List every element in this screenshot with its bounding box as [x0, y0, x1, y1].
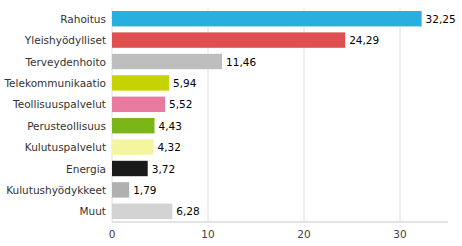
value-label: 1,79	[133, 184, 156, 196]
value-label: 3,72	[152, 163, 175, 175]
bar	[112, 204, 172, 219]
value-label: 24,29	[349, 34, 379, 46]
bar	[112, 75, 169, 90]
x-tick-label: 0	[109, 228, 116, 240]
category-label: Telekommunikaatio	[3, 77, 106, 89]
chart: 0 10 20 30 Muut Kulutushyödykkeet Energia Kulut…	[0, 0, 462, 246]
value-label: 4,32	[157, 141, 180, 153]
x-tick-label: 20	[297, 228, 310, 240]
value-label: 11,46	[226, 56, 256, 68]
bar	[112, 118, 155, 133]
category-label: Muut	[80, 205, 107, 217]
bar	[112, 97, 165, 112]
bar	[112, 182, 129, 197]
value-label: 6,28	[176, 205, 199, 217]
category-label: Energia	[66, 163, 106, 175]
bar	[112, 161, 148, 176]
bar	[112, 54, 222, 69]
category-label: Yleishyödylliset	[24, 34, 106, 46]
value-label: 32,25	[426, 13, 456, 25]
category-label: Rahoitus	[60, 13, 106, 25]
category-label: Kulutuspalvelut	[25, 141, 106, 153]
x-axis-line	[112, 222, 448, 223]
x-tick-label: 10	[201, 228, 214, 240]
bar	[112, 11, 422, 26]
value-label: 5,52	[169, 98, 192, 110]
category-label: Kulutushyödykkeet	[6, 184, 106, 196]
category-label: Teollisuuspalvelut	[12, 98, 106, 110]
value-label: 5,94	[173, 77, 197, 89]
x-tick-label: 30	[393, 228, 406, 240]
bars	[112, 11, 422, 219]
category-label: Terveydenhoito	[24, 56, 106, 68]
grid-line	[400, 8, 401, 222]
bar	[112, 139, 153, 154]
value-label: 4,43	[159, 120, 182, 132]
bar	[112, 32, 345, 47]
category-label: Perusteollisuus	[27, 120, 106, 132]
